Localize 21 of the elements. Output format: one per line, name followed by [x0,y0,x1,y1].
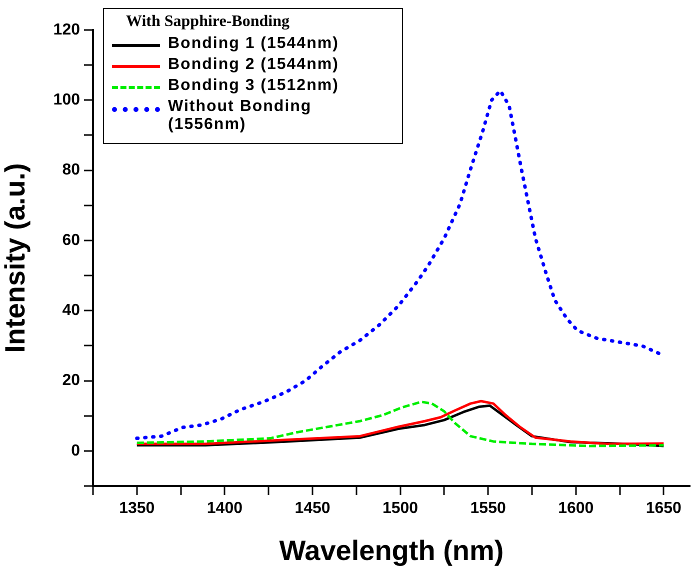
x-tick-label: 1350 [119,500,155,518]
legend-label: Bonding 2 (1544nm) [168,56,340,74]
y-tick-label: 120 [53,21,80,38]
y-tick-label: 60 [62,232,80,249]
x-tick-label: 1650 [646,500,682,518]
x-tick-label: 1400 [206,500,243,518]
x-axis-title: Wavelength (nm) [279,534,504,566]
x-tick-label: 1550 [470,500,506,518]
legend-label: Bonding 3 (1512nm) [168,77,340,95]
legend-title: With Sapphire-Bonding [126,13,290,31]
y-tick-label: 40 [62,302,80,320]
legend-label: Without Bonding (1556nm) [168,98,313,134]
y-tick-label: 20 [62,372,80,390]
y-axis-title: Intensity (a.u.) [0,163,31,353]
x-tick-label: 1600 [558,500,594,518]
legend-label: Bonding 1 (1544nm) [168,35,340,53]
y-tick-label: 80 [62,162,80,179]
y-tick-label: 0 [71,442,80,460]
y-tick-label: 100 [53,92,80,109]
x-tick-label: 1500 [382,500,418,518]
x-tick-label: 1450 [294,500,330,518]
